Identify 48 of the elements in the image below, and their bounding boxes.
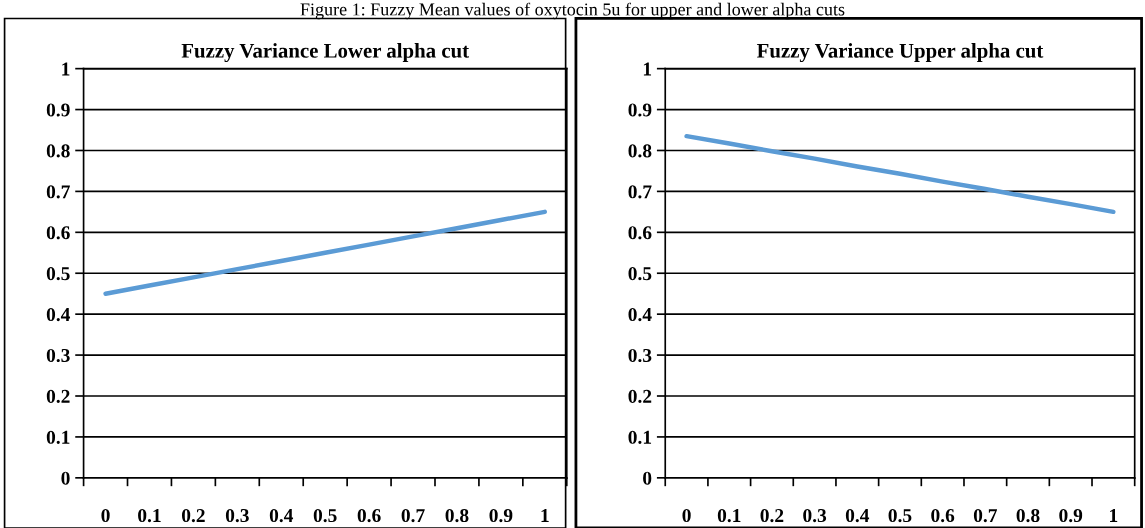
y-tick-label: 1 <box>643 62 652 76</box>
x-tick-label: 0.1 <box>138 508 161 523</box>
x-tick-label: 0.8 <box>1016 508 1040 523</box>
chart-title: Fuzzy Variance Lower alpha cut <box>181 43 469 63</box>
y-tick-label: 0.9 <box>628 103 652 117</box>
x-tick-label: 0.5 <box>888 508 912 523</box>
x-tick-label: 1 <box>541 509 549 522</box>
x-tick-label: 0.1 <box>717 508 741 523</box>
y-tick-label: 0.5 <box>46 267 70 281</box>
y-tick-label: 0.6 <box>46 226 70 240</box>
y-tick-label: 0.1 <box>628 430 652 444</box>
y-tick-label: 0.2 <box>46 389 70 404</box>
y-tick-label: 0.3 <box>46 348 70 363</box>
y-tick-label: 0 <box>61 471 70 485</box>
x-tick-label: 0.4 <box>269 508 294 523</box>
x-tick-label: 0.3 <box>803 508 827 523</box>
x-tick-label: 0.8 <box>445 508 469 523</box>
y-tick-label: 0.4 <box>628 307 652 322</box>
x-tick-label: 0 <box>682 508 691 523</box>
y-tick-label: 0.8 <box>628 144 652 158</box>
x-tick-label: 0.7 <box>973 508 997 523</box>
y-tick-label: 0.6 <box>628 226 652 240</box>
x-tick-label: 0.4 <box>845 508 870 523</box>
y-tick-label: 0 <box>643 471 652 485</box>
x-tick-label: 0.3 <box>225 508 249 523</box>
x-tick-label: 0.6 <box>931 508 955 523</box>
x-tick-label: 0.5 <box>313 508 337 523</box>
x-tick-label: 0.2 <box>760 508 784 523</box>
line-series <box>684 133 1116 215</box>
y-tick-label: 0.7 <box>46 185 70 199</box>
x-tick-label: 0.7 <box>401 508 425 523</box>
y-tick-label: 1 <box>62 62 70 76</box>
y-tick-label: 0.2 <box>628 389 652 404</box>
line-series <box>103 209 548 296</box>
x-tick-label: 0.6 <box>357 508 381 523</box>
x-tick-label: 0.2 <box>181 508 205 523</box>
x-tick-label: 0.9 <box>489 508 513 523</box>
y-tick-label: 0.5 <box>628 267 652 281</box>
y-tick-label: 0.4 <box>46 307 71 322</box>
y-tick-label: 0.1 <box>46 430 70 444</box>
y-tick-label: 0.7 <box>628 185 652 199</box>
y-tick-label: 0.9 <box>46 103 70 117</box>
y-tick-label: 0.8 <box>46 144 70 158</box>
y-tick-label: 0.3 <box>628 348 652 363</box>
x-tick-label: 0 <box>101 508 110 523</box>
x-tick-label: 1 <box>1110 509 1118 522</box>
x-tick-label: 0.9 <box>1059 508 1083 523</box>
chart-title: Fuzzy Variance Upper alpha cut <box>756 43 1044 63</box>
